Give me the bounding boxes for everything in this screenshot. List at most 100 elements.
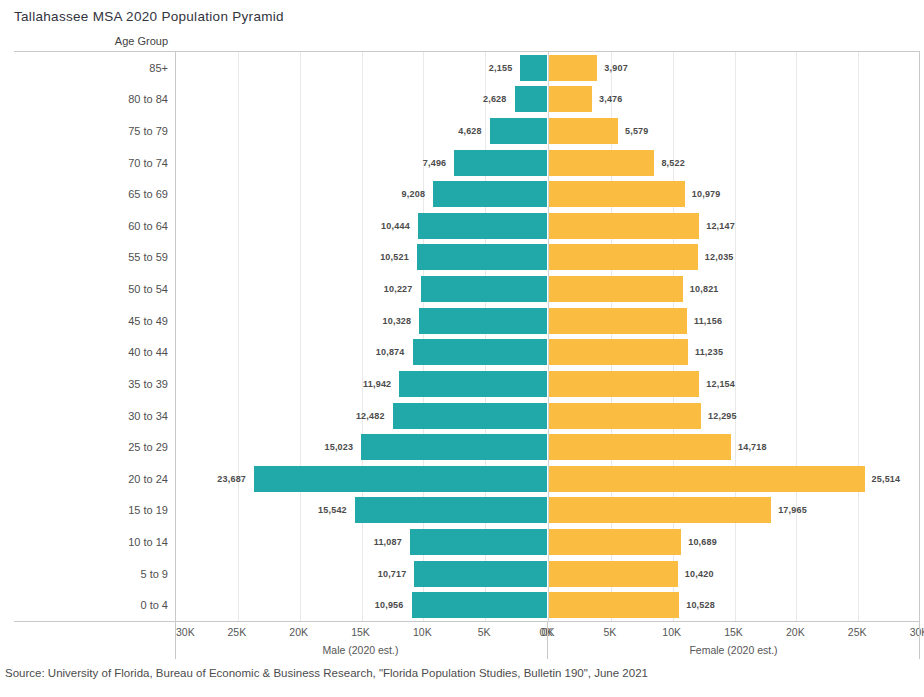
male-bar-value: 2,628 bbox=[483, 84, 507, 116]
axis-tick-stub bbox=[547, 621, 548, 659]
chart-title: Tallahassee MSA 2020 Population Pyramid bbox=[14, 9, 284, 24]
male-bar[interactable] bbox=[490, 118, 547, 144]
male-bar[interactable] bbox=[399, 371, 547, 397]
age-group-axis-header: Age Group bbox=[0, 35, 168, 47]
male-bar[interactable] bbox=[393, 403, 547, 429]
female-bar[interactable] bbox=[549, 150, 654, 176]
age-group-label: 30 to 34 bbox=[0, 400, 168, 432]
female-bar-value: 10,689 bbox=[688, 526, 717, 558]
male-bar-value: 7,496 bbox=[423, 147, 447, 179]
axis-tick-stub bbox=[175, 621, 176, 659]
female-bar-value: 5,579 bbox=[625, 115, 649, 147]
female-bar[interactable] bbox=[549, 86, 592, 112]
female-axis-tick: 15K bbox=[724, 626, 743, 638]
female-bar[interactable] bbox=[549, 466, 865, 492]
female-bar[interactable] bbox=[549, 371, 699, 397]
population-pyramid-viz: Tallahassee MSA 2020 Population Pyramid … bbox=[0, 0, 924, 697]
male-bar[interactable] bbox=[414, 561, 547, 587]
female-bar-value: 10,821 bbox=[690, 273, 719, 305]
female-bar[interactable] bbox=[549, 308, 687, 334]
male-bar[interactable] bbox=[412, 592, 547, 618]
age-group-label: 20 to 24 bbox=[0, 463, 168, 495]
age-axis-labels: 85+80 to 8475 to 7970 to 7465 to 6960 to… bbox=[0, 52, 168, 621]
male-bar[interactable] bbox=[417, 244, 547, 270]
female-bar[interactable] bbox=[549, 118, 618, 144]
male-bar-value: 10,717 bbox=[378, 558, 407, 590]
male-bar-value: 11,942 bbox=[363, 368, 391, 400]
plot-right-border bbox=[919, 52, 920, 621]
male-bar-value: 12,482 bbox=[356, 400, 385, 432]
female-bar[interactable] bbox=[549, 434, 731, 460]
male-bar[interactable] bbox=[433, 181, 547, 207]
age-group-label: 50 to 54 bbox=[0, 273, 168, 305]
female-bar[interactable] bbox=[549, 529, 681, 555]
female-axis-tick: 20K bbox=[786, 626, 805, 638]
male-bar-value: 10,227 bbox=[384, 273, 413, 305]
female-bar[interactable] bbox=[549, 55, 597, 81]
gridline bbox=[300, 52, 301, 621]
age-group-label: 55 to 59 bbox=[0, 242, 168, 274]
male-bar[interactable] bbox=[410, 529, 547, 555]
male-bar-value: 2,155 bbox=[489, 52, 513, 84]
age-group-label: 45 to 49 bbox=[0, 305, 168, 337]
gridline bbox=[362, 52, 363, 621]
female-bar-value: 8,522 bbox=[661, 147, 685, 179]
male-bar-value: 4,628 bbox=[458, 115, 482, 147]
female-bar[interactable] bbox=[549, 181, 685, 207]
female-axis-tick: 10K bbox=[662, 626, 681, 638]
female-bar-value: 11,156 bbox=[694, 305, 722, 337]
female-axis-tick: 30K bbox=[910, 626, 924, 638]
age-group-label: 25 to 29 bbox=[0, 431, 168, 463]
male-axis-tick: 5K bbox=[478, 626, 491, 638]
male-axis-tick: 15K bbox=[351, 626, 370, 638]
female-bar[interactable] bbox=[549, 561, 678, 587]
gridline bbox=[858, 52, 859, 621]
female-axis-tick: 25K bbox=[848, 626, 867, 638]
male-bar-value: 10,328 bbox=[383, 305, 412, 337]
female-bar-value: 14,718 bbox=[738, 431, 767, 463]
female-bar-value: 25,514 bbox=[872, 463, 901, 495]
male-bar-value: 11,087 bbox=[374, 526, 402, 558]
male-bar[interactable] bbox=[515, 86, 547, 112]
gridline bbox=[238, 52, 239, 621]
male-bar-value: 10,874 bbox=[376, 337, 405, 369]
age-group-label: 65 to 69 bbox=[0, 178, 168, 210]
female-bar[interactable] bbox=[549, 244, 698, 270]
male-bar[interactable] bbox=[413, 339, 547, 365]
gridline bbox=[796, 52, 797, 621]
female-bar[interactable] bbox=[549, 276, 683, 302]
female-bar-value: 17,965 bbox=[778, 495, 807, 527]
female-axis-title: Female (2020 est.) bbox=[548, 644, 919, 656]
age-group-label: 15 to 19 bbox=[0, 495, 168, 527]
female-bar-value: 10,979 bbox=[692, 178, 721, 210]
female-bar-value: 10,420 bbox=[685, 558, 714, 590]
female-bar-value: 12,147 bbox=[706, 210, 735, 242]
male-axis-tick: 25K bbox=[227, 626, 246, 638]
male-bar[interactable] bbox=[418, 213, 547, 239]
female-bar[interactable] bbox=[549, 497, 771, 523]
female-bar[interactable] bbox=[549, 592, 679, 618]
female-bar[interactable] bbox=[549, 339, 688, 365]
male-bar[interactable] bbox=[520, 55, 547, 81]
age-group-label: 40 to 44 bbox=[0, 337, 168, 369]
female-axis-tick: 0K bbox=[542, 626, 555, 638]
male-axis-tick: 30K bbox=[176, 626, 195, 638]
age-group-label: 0 to 4 bbox=[0, 589, 168, 621]
age-group-label: 75 to 79 bbox=[0, 115, 168, 147]
male-bar[interactable] bbox=[355, 497, 547, 523]
male-bar-value: 9,208 bbox=[402, 178, 426, 210]
female-bar[interactable] bbox=[549, 213, 699, 239]
male-bar-value: 10,444 bbox=[381, 210, 410, 242]
age-group-label: 60 to 64 bbox=[0, 210, 168, 242]
male-bar[interactable] bbox=[421, 276, 547, 302]
male-bar[interactable] bbox=[454, 150, 547, 176]
male-axis-title: Male (2020 est.) bbox=[175, 644, 546, 656]
axis-tick-stub bbox=[919, 621, 920, 659]
female-bar[interactable] bbox=[549, 403, 701, 429]
male-axis-tick: 20K bbox=[289, 626, 308, 638]
male-bar[interactable] bbox=[419, 308, 547, 334]
age-group-label: 80 to 84 bbox=[0, 84, 168, 116]
male-bar[interactable] bbox=[361, 434, 547, 460]
age-group-label: 85+ bbox=[0, 52, 168, 84]
male-bar[interactable] bbox=[254, 466, 547, 492]
